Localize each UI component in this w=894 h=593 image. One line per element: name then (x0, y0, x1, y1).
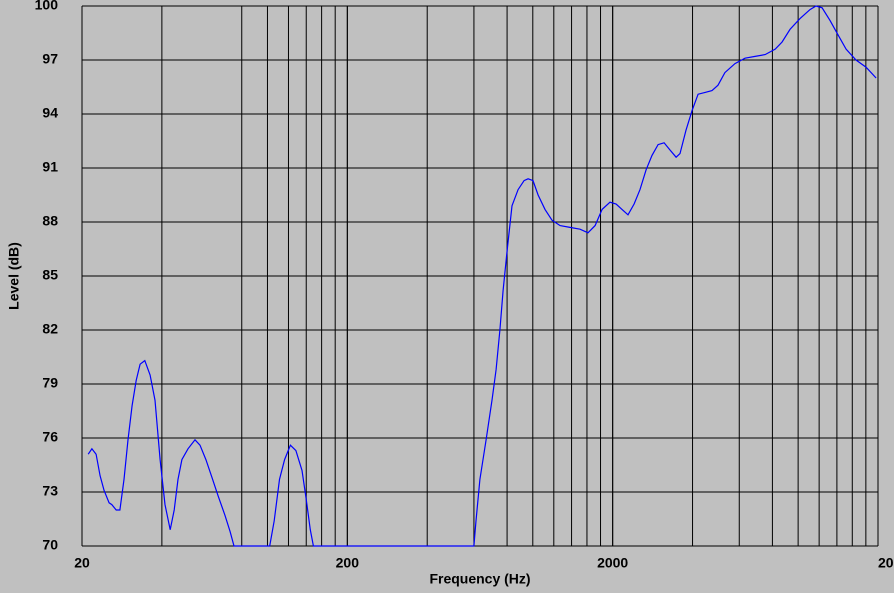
y-tick-label: 82 (42, 321, 58, 337)
y-tick-label: 85 (42, 267, 58, 283)
x-tick-label: 20 (74, 555, 90, 571)
y-tick-label: 76 (42, 429, 58, 445)
y-tick-label: 91 (42, 159, 58, 175)
series-line (87, 5, 877, 547)
y-axis-label: Level (dB) (6, 242, 22, 310)
y-tick-label: 97 (42, 51, 58, 67)
y-tick-label: 94 (42, 105, 58, 121)
x-tick-label: 2000 (597, 555, 628, 571)
y-tick-label: 70 (42, 537, 58, 553)
y-tick-label: 73 (42, 483, 58, 499)
x-tick-label: 200 (336, 555, 360, 571)
y-tick-label: 88 (42, 213, 58, 229)
x-axis-label: Frequency (Hz) (429, 571, 530, 587)
y-tick-label: 79 (42, 375, 58, 391)
y-tick-label: 100 (35, 0, 59, 13)
x-tick-label: 2000 (878, 555, 894, 571)
